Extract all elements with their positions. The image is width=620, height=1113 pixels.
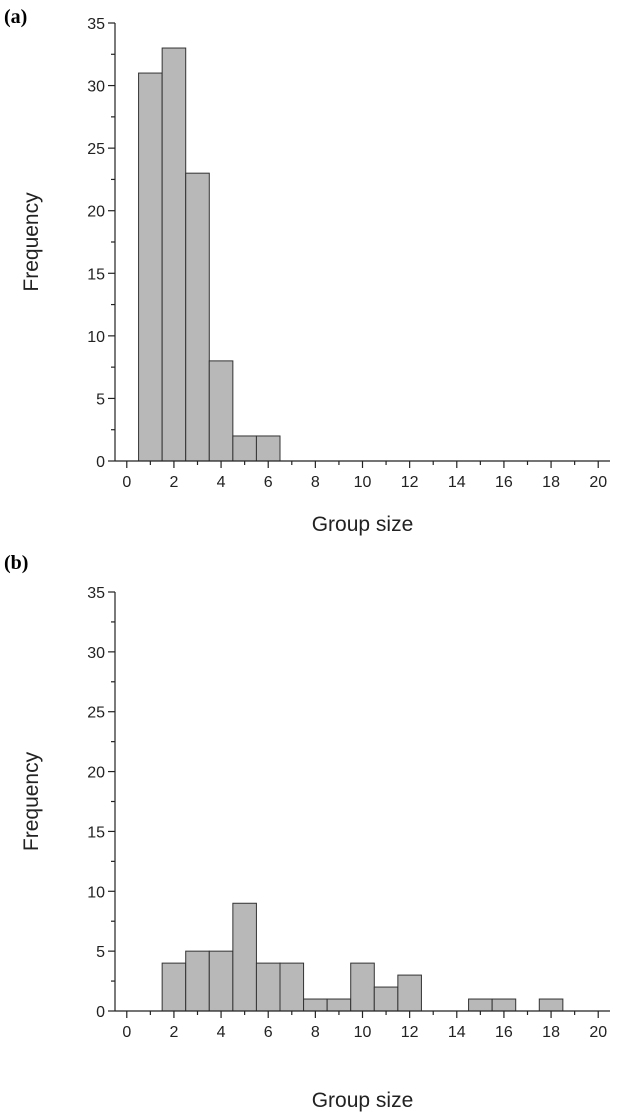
y-tick-label: 30 (87, 79, 105, 96)
histogram-b: 0 5 10 15 20 25 30 35 0 2 4 6 8 10 12 14 16 18 20 Group siz… (20, 585, 610, 1112)
x-tick-label: 14 (448, 474, 466, 491)
x-tick-label: 2 (169, 1024, 178, 1041)
bar (279, 962, 305, 1012)
histogram-a: 0 5 10 15 20 25 30 35 0 2 4 6 8 10 12 14 16 18 20 Group siz… (20, 16, 610, 536)
panel-label-a: (a) (4, 6, 28, 28)
bar (232, 435, 257, 462)
x-tick-label: 2 (169, 474, 178, 491)
bar (161, 962, 187, 1012)
bar (255, 962, 281, 1012)
x-tick-label: 12 (401, 474, 419, 491)
bar (255, 435, 281, 462)
x-tick-label: 8 (311, 1024, 320, 1041)
y-tick-label: 35 (87, 585, 105, 602)
y-tick-label: 35 (87, 16, 105, 33)
x-tick-label: 18 (542, 474, 560, 491)
y-axis-label: Frequency (20, 751, 43, 851)
x-tick-label: 20 (589, 474, 607, 491)
x-axis-label: Group size (312, 1089, 414, 1112)
y-tick-label: 20 (87, 765, 105, 782)
bar (232, 902, 257, 1012)
bar (161, 47, 187, 462)
y-tick-label: 25 (87, 705, 105, 722)
bar (303, 998, 328, 1012)
bar (468, 998, 493, 1012)
y-tick-label: 15 (87, 266, 105, 283)
x-tick-label: 10 (354, 1024, 372, 1041)
bar (208, 950, 234, 1012)
bar (326, 998, 352, 1012)
y-tick-label: 15 (87, 824, 105, 841)
bar (208, 360, 234, 462)
y-tick-label: 25 (87, 141, 105, 158)
x-tick-label: 18 (542, 1024, 560, 1041)
x-tick-label: 16 (495, 474, 513, 491)
x-tick-label: 12 (401, 1024, 419, 1041)
y-tick-label: 5 (96, 944, 105, 961)
bar (185, 950, 210, 1012)
x-tick-label: 6 (264, 474, 273, 491)
y-tick-label: 10 (87, 884, 105, 901)
x-tick-label: 16 (495, 1024, 513, 1041)
bar (538, 998, 564, 1012)
x-axis-label: Group size (312, 513, 414, 536)
x-tick-label: 0 (122, 1024, 131, 1041)
bar (138, 72, 163, 462)
bar (185, 172, 210, 462)
y-tick-label: 0 (96, 1004, 105, 1021)
x-tick-label: 4 (217, 474, 226, 491)
x-tick-label: 4 (217, 1024, 226, 1041)
y-tick-label: 10 (87, 329, 105, 346)
y-tick-label: 20 (87, 204, 105, 221)
x-tick-label: 0 (122, 474, 131, 491)
x-tick-label: 20 (589, 1024, 607, 1041)
x-tick-label: 6 (264, 1024, 273, 1041)
y-tick-label: 30 (87, 645, 105, 662)
x-tick-label: 10 (354, 474, 372, 491)
x-tick-label: 14 (448, 1024, 466, 1041)
y-axis-label: Frequency (20, 192, 43, 292)
bar (491, 998, 517, 1012)
bar (397, 974, 422, 1012)
x-tick-label: 8 (311, 474, 320, 491)
bar (373, 986, 399, 1012)
y-tick-label: 5 (96, 391, 105, 408)
panel-label-b: (b) (4, 552, 29, 574)
y-tick-label: 0 (96, 454, 105, 471)
bar (350, 962, 375, 1012)
